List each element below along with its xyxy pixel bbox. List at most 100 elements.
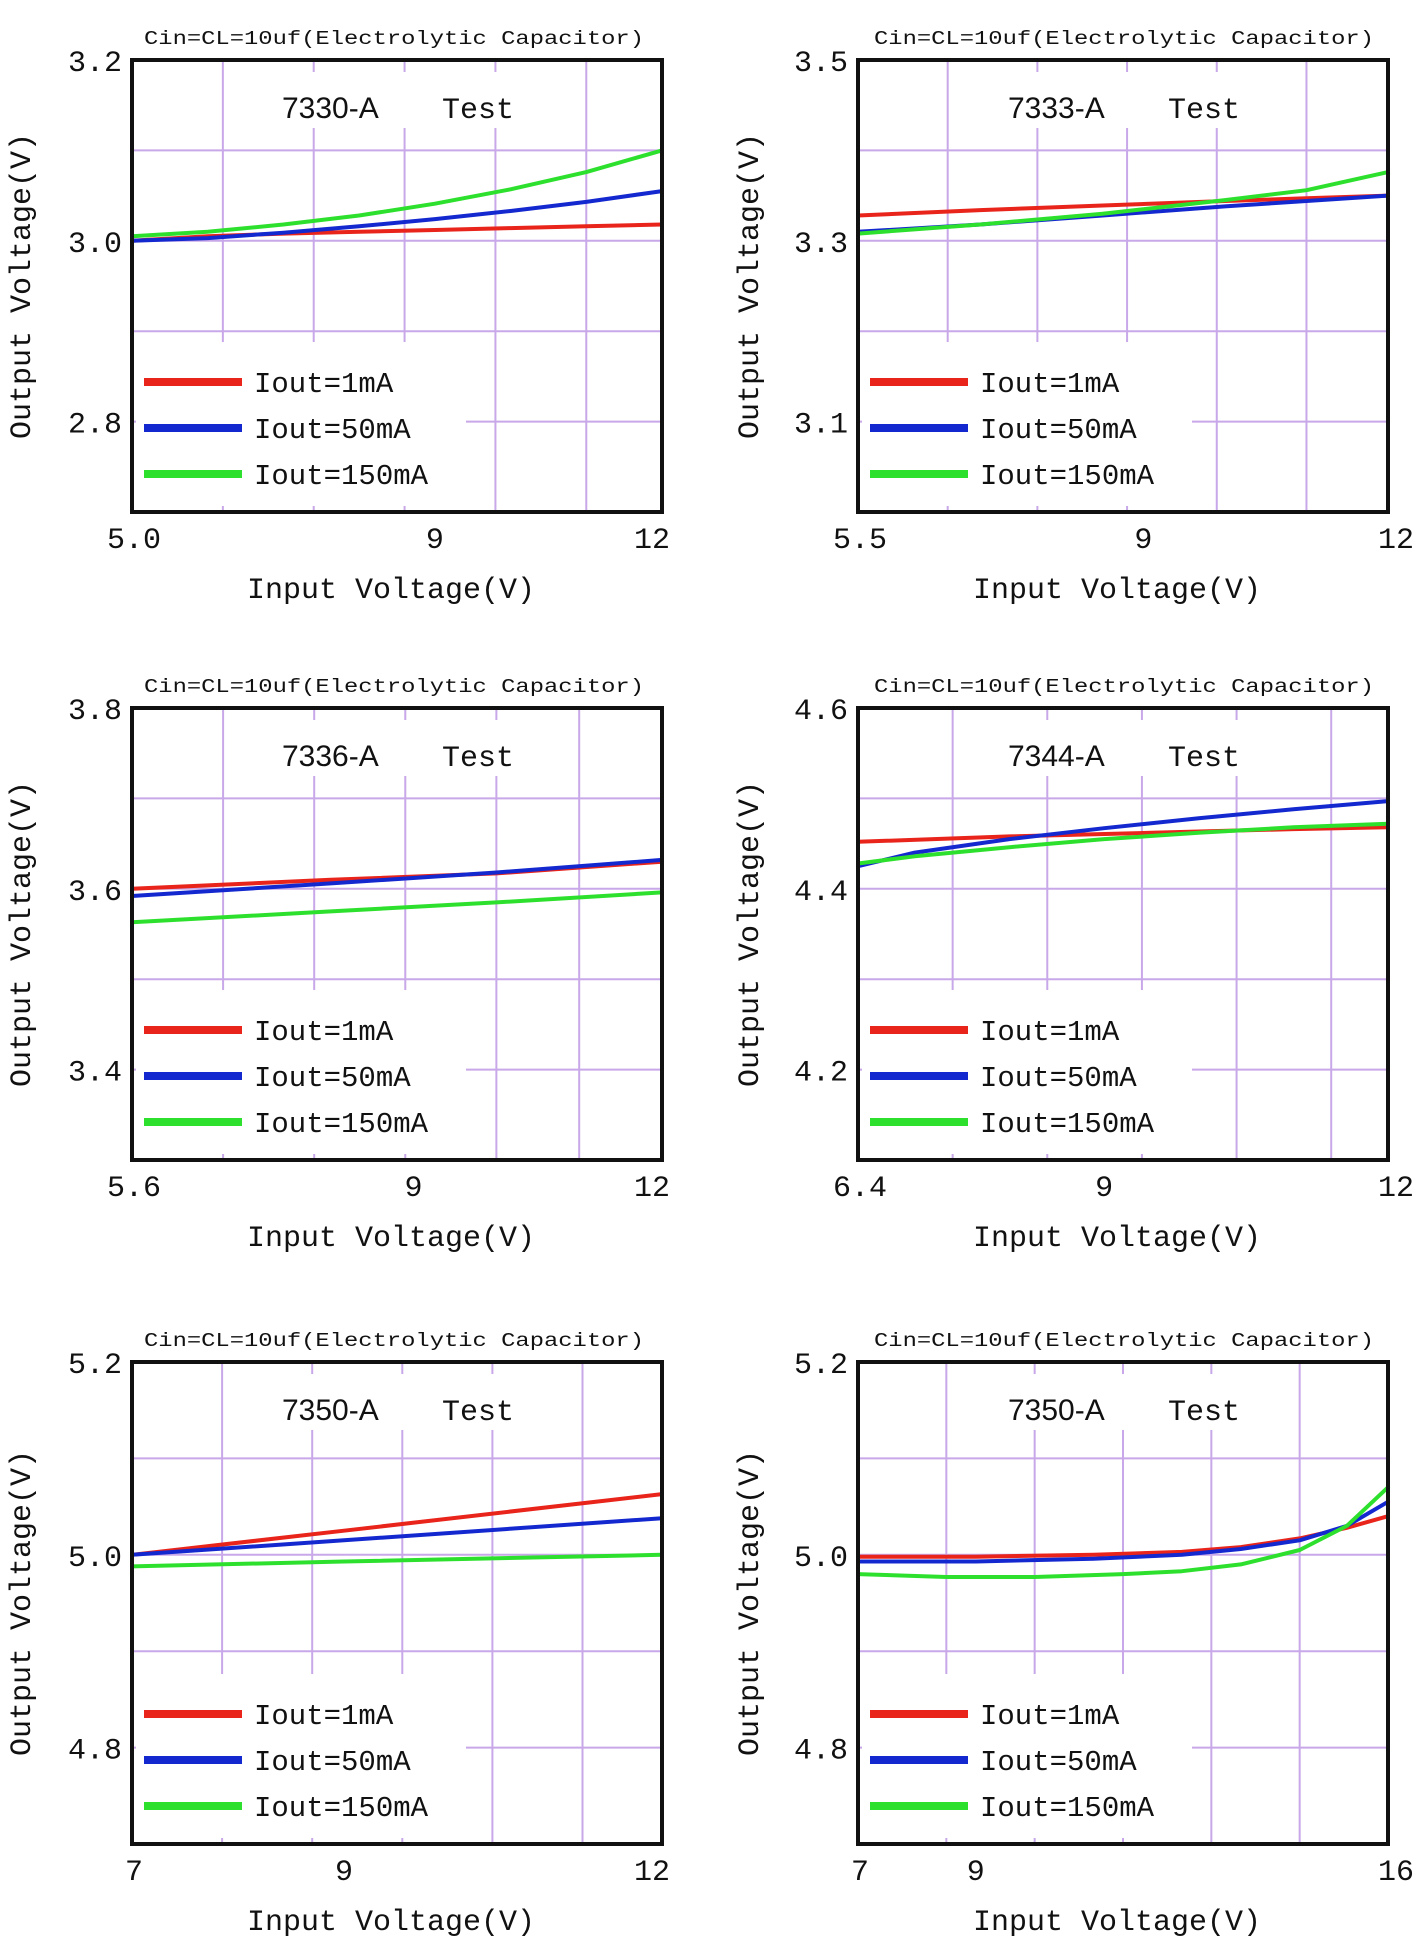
series-line-1ma [856,193,1390,218]
y-tick-label: 4.8 [68,1735,122,1769]
x-tick-label: 5.5 [833,524,887,558]
x-tick-label: 12 [1378,1172,1414,1206]
plot-frame [130,58,664,514]
legend-item-1ma: Iout=1mA [980,1700,1120,1733]
y-tick-label: 3.8 [68,695,122,729]
x-tick-label: 9 [335,1856,353,1890]
series-line-150ma [856,170,1390,236]
x-tick-label: 7 [125,1856,143,1890]
x-axis-label: Input Voltage(V) [973,574,1261,608]
x-axis-label: Input Voltage(V) [247,1222,535,1256]
plot-frame [856,706,1390,1162]
capacitor-note: Cin=CL=10uf(Electrolytic Capacitor) [144,1330,644,1352]
y-tick-label: 3.5 [794,47,848,81]
title-background [262,1374,522,1430]
capacitor-note: Cin=CL=10uf(Electrolytic Capacitor) [874,1330,1374,1352]
x-tick-label: 5.0 [107,524,161,558]
x-axis-label: Input Voltage(V) [247,1906,535,1940]
series-line-50ma [130,1516,664,1557]
capacitor-note: Cin=CL=10uf(Electrolytic Capacitor) [874,676,1374,698]
legend-item-150ma: Iout=150mA [980,1108,1155,1141]
x-tick-label: 9 [1134,524,1152,558]
legend-item-150ma: Iout=150mA [254,1792,429,1825]
title-background [988,1374,1248,1430]
chart-title: 7344-A [1008,740,1105,773]
x-tick-label: 9 [967,1856,985,1890]
legend-item-50ma: Iout=50mA [254,1062,411,1095]
legend-item-1ma: Iout=1mA [980,1016,1120,1049]
y-tick-label: 3.3 [794,228,848,262]
y-tick-label: 4.2 [794,1057,848,1091]
title-background [262,72,522,128]
chart-panel-4: 7344-A Test Iout=1mA Iout=50mA Iout=150mA Cin… [734,676,1414,1256]
chart-title-suffix: Test [1168,94,1240,128]
x-tick-label: 9 [405,1172,423,1206]
y-tick-label: 4.8 [794,1735,848,1769]
y-axis-label: Output Voltage(V) [734,133,768,439]
title-background [988,72,1248,128]
y-tick-label: 5.0 [68,1542,122,1576]
series-line-1ma [856,825,1390,844]
y-tick-label: 2.8 [68,409,122,443]
legend-item-50ma: Iout=50mA [980,414,1137,447]
title-background [262,720,522,776]
y-axis-label: Output Voltage(V) [734,1450,768,1756]
legend-item-50ma: Iout=50mA [980,1062,1137,1095]
x-tick-label: 9 [426,524,444,558]
chart-title: 7350-A [282,1394,379,1427]
y-axis-label: Output Voltage(V) [6,1450,40,1756]
y-axis-label: Output Voltage(V) [734,781,768,1087]
legend-item-150ma: Iout=150mA [980,1792,1155,1825]
capacitor-note: Cin=CL=10uf(Electrolytic Capacitor) [144,28,644,50]
chart-panel-2: 7333-A Test Iout=1mA Iout=50mA Iout=150mA Cin… [734,28,1414,608]
chart-title-suffix: Test [442,742,514,776]
legend-item-1ma: Iout=1mA [254,1700,394,1733]
chart-title-suffix: Test [442,94,514,128]
series-line-150ma [856,821,1390,866]
series-line-150ma [130,1552,664,1569]
y-tick-label: 3.6 [68,876,122,910]
x-tick-label: 5.6 [107,1172,161,1206]
chart-title: 7336-A [282,740,379,773]
chart-panel-5: 7350-A Test Iout=1mA Iout=50mA Iout=150mA Cin… [6,1330,670,1940]
legend-item-50ma: Iout=50mA [980,1746,1137,1779]
y-tick-label: 3.1 [794,409,848,443]
chart-title-suffix: Test [1168,1396,1240,1430]
chart-title-suffix: Test [1168,742,1240,776]
y-tick-label: 5.2 [68,1349,122,1383]
y-tick-label: 5.2 [794,1349,848,1383]
legend-item-1ma: Iout=1mA [980,368,1120,401]
x-tick-label: 9 [1095,1172,1113,1206]
legend-item-1ma: Iout=1mA [254,1016,394,1049]
capacitor-note: Cin=CL=10uf(Electrolytic Capacitor) [144,676,644,698]
series-line-50ma [130,857,664,898]
plot-frame [856,1360,1390,1846]
plot-frame [130,1360,664,1846]
y-axis-label: Output Voltage(V) [6,133,40,439]
y-axis-label: Output Voltage(V) [6,781,40,1087]
y-tick-label: 3.0 [68,228,122,262]
y-tick-label: 3.4 [68,1057,122,1091]
capacitor-note: Cin=CL=10uf(Electrolytic Capacitor) [874,28,1374,50]
chart-title: 7350-A [1008,1394,1105,1427]
plot-frame [856,58,1390,514]
x-tick-label: 16 [1378,1856,1414,1890]
y-tick-label: 4.6 [794,695,848,729]
legend-item-150ma: Iout=150mA [980,460,1155,493]
y-tick-label: 3.2 [68,47,122,81]
series-line-50ma [130,189,664,243]
title-background [988,720,1248,776]
x-tick-label: 12 [1378,524,1414,558]
series-line-150ma [130,148,664,239]
legend-item-150ma: Iout=150mA [254,460,429,493]
legend-item-150ma: Iout=150mA [254,1108,429,1141]
x-tick-label: 6.4 [833,1172,887,1206]
series-line-150ma [856,1485,1390,1579]
series-line-150ma [130,890,664,925]
series-line-50ma [856,799,1390,869]
x-axis-label: Input Voltage(V) [247,574,535,608]
x-tick-label: 12 [634,1172,670,1206]
chart-panel-1: 7330-A Test Iout=1mA Iout=50mA Iout=150mA Cin… [6,28,670,608]
plot-frame [130,706,664,1162]
